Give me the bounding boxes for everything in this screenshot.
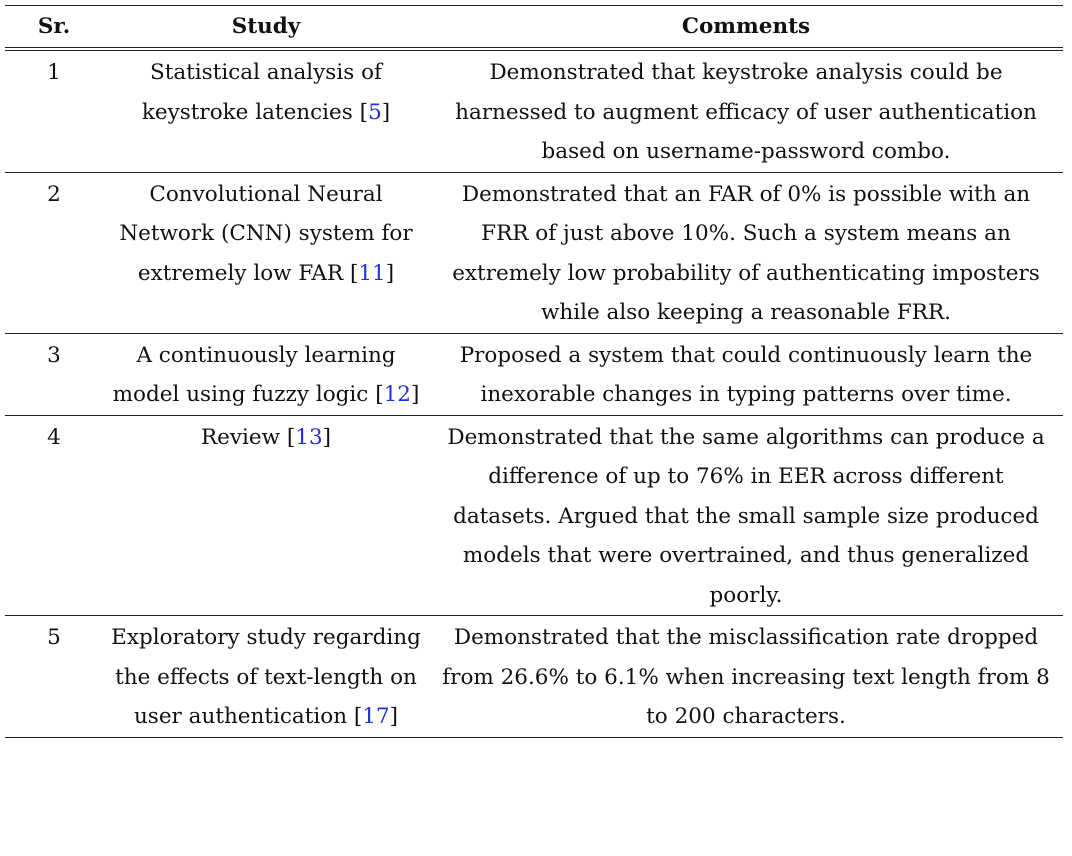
row-sr: 4 xyxy=(47,424,61,450)
row-comments: Demonstrated that the misclassification … xyxy=(442,625,1050,729)
row-study: Convolutional Neural Network (CNN) syste… xyxy=(119,181,413,286)
table-row: 5 Exploratory study regarding the effect… xyxy=(5,616,1063,737)
citation-link[interactable]: 5 xyxy=(368,99,382,125)
citation-link[interactable]: 13 xyxy=(295,424,323,450)
row-study: Exploratory study regarding the effects … xyxy=(111,625,421,729)
header-study: Study xyxy=(103,5,429,51)
table-row: 2 Convolutional Neural Network (CNN) sys… xyxy=(5,172,1063,333)
row-sr: 1 xyxy=(47,60,61,85)
row-sr: 5 xyxy=(47,625,61,650)
row-study: A continuously learning model using fuzz… xyxy=(112,342,420,408)
header-sr: Sr. xyxy=(5,5,103,51)
study-text: A continuously learning model using fuzz… xyxy=(112,342,396,408)
row-comments: Demonstrated that the same algorithms ca… xyxy=(447,424,1045,608)
row-comments: Proposed a system that could continuousl… xyxy=(459,342,1033,408)
table-row: 4 Review [13] Demonstrated that the same… xyxy=(5,415,1063,616)
header-comments: Comments xyxy=(429,5,1063,51)
table-row: 3 A continuously learning model using fu… xyxy=(5,333,1063,415)
study-text: Exploratory study regarding the effects … xyxy=(111,625,421,729)
row-study: Statistical analysis of keystroke latenc… xyxy=(141,60,391,125)
citation-link[interactable]: 12 xyxy=(383,382,411,407)
table-header-row: Sr. Study Comments xyxy=(5,5,1063,51)
row-sr: 3 xyxy=(47,342,61,368)
row-sr: 2 xyxy=(47,181,61,207)
study-text: Statistical analysis of keystroke latenc… xyxy=(141,60,382,125)
study-text: Review xyxy=(200,424,281,450)
row-study: Review [13] xyxy=(200,424,332,450)
study-text: Convolutional Neural Network (CNN) syste… xyxy=(119,181,413,286)
table-row: 1 Statistical analysis of keystroke late… xyxy=(5,49,1063,172)
row-comments: Demonstrated that an FAR of 0% is possib… xyxy=(452,181,1040,326)
citation-link[interactable]: 17 xyxy=(362,704,390,729)
literature-review-table: Sr. Study Comments 1 Statistical analysi… xyxy=(5,5,1063,738)
citation-link[interactable]: 11 xyxy=(358,260,386,286)
row-comments: Demonstrated that keystroke analysis cou… xyxy=(455,60,1037,164)
